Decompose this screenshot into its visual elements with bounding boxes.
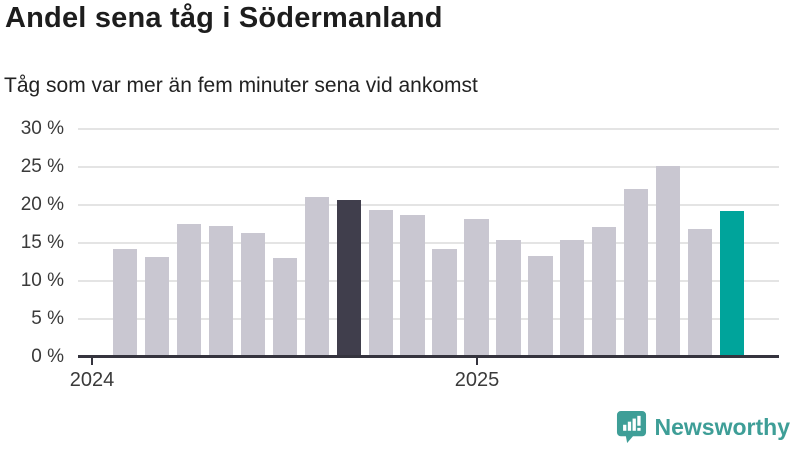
bar bbox=[655, 166, 681, 357]
newsworthy-logo: Newsworthy bbox=[616, 410, 790, 444]
gridline bbox=[78, 204, 779, 206]
y-tick-label: 15 % bbox=[20, 232, 64, 253]
y-tick-label: 30 % bbox=[20, 118, 64, 139]
chart-subtitle: Tåg som var mer än fem minuter sena vid … bbox=[4, 74, 478, 97]
bar bbox=[176, 224, 202, 357]
y-tick-label: 20 % bbox=[20, 194, 64, 215]
gridline bbox=[78, 242, 779, 244]
gridline bbox=[78, 166, 779, 168]
y-tick-label: 5 % bbox=[31, 308, 64, 329]
x-tick-mark bbox=[476, 358, 478, 365]
bar-series bbox=[113, 129, 745, 357]
gridline bbox=[78, 318, 779, 320]
bar bbox=[592, 227, 617, 357]
bar bbox=[304, 197, 329, 357]
bar bbox=[624, 189, 649, 357]
bar bbox=[368, 210, 393, 357]
y-axis-labels: 0 % 5 % 10 % 15 % 20 % 25 % 30 % bbox=[0, 118, 64, 369]
x-axis-line bbox=[78, 355, 779, 358]
x-tick-label: 2024 bbox=[69, 369, 115, 391]
bar bbox=[144, 256, 170, 357]
bar bbox=[528, 255, 553, 357]
bar bbox=[113, 249, 138, 357]
plot-area: 2024 2025 bbox=[70, 128, 779, 391]
gridline bbox=[78, 128, 779, 130]
bar bbox=[560, 239, 585, 357]
newsworthy-bubble-chart-icon bbox=[616, 411, 646, 443]
bar bbox=[272, 258, 298, 357]
bar bbox=[464, 219, 489, 357]
newsworthy-logo-text: Newsworthy bbox=[654, 413, 790, 440]
bar bbox=[432, 249, 457, 357]
x-tick-label: 2025 bbox=[454, 369, 500, 391]
y-tick-label: 0 % bbox=[31, 346, 64, 367]
bar bbox=[240, 233, 266, 357]
bar bbox=[496, 239, 521, 357]
bar bbox=[719, 211, 745, 357]
bar bbox=[687, 229, 713, 357]
bar bbox=[400, 214, 425, 357]
gridline bbox=[78, 280, 779, 282]
bar bbox=[336, 200, 361, 357]
chart-title: Andel sena tåg i Södermanland bbox=[5, 2, 443, 34]
y-tick-label: 10 % bbox=[20, 270, 64, 291]
x-tick-mark bbox=[91, 358, 93, 365]
bar bbox=[208, 226, 234, 357]
y-tick-label: 25 % bbox=[20, 156, 64, 177]
